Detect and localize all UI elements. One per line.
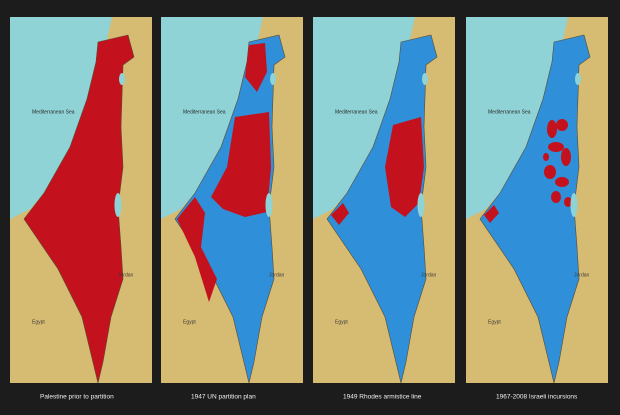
settlement-area — [544, 165, 556, 179]
panel-caption: 1949 Rhodes armistice line — [343, 394, 422, 401]
map-panel: Mediterranean Sea Egypt Jordan — [466, 17, 608, 384]
map-panel: Mediterranean Sea Egypt Jordan — [161, 17, 303, 384]
sea — [466, 17, 568, 219]
map-panel: Mediterranean Sea Egypt Jordan — [10, 17, 152, 384]
country-label: Egypt — [183, 319, 196, 325]
country-label: Egypt — [32, 319, 45, 325]
arab-area — [177, 197, 217, 302]
settlement-area — [561, 148, 571, 166]
sea-of-galilee — [422, 73, 428, 85]
sea-label: Mediterranean Sea — [488, 109, 531, 115]
settlement-area — [543, 153, 549, 161]
dead-sea — [114, 193, 122, 217]
west-bank — [385, 117, 424, 217]
country-label: Jordan — [118, 272, 134, 278]
settlement-area — [555, 177, 569, 187]
country-label: Egypt — [488, 319, 501, 325]
dead-sea — [417, 193, 425, 217]
arab-area — [211, 112, 271, 217]
settlement-area — [547, 120, 557, 138]
sea-of-galilee — [119, 73, 125, 85]
panel-caption: 1947 UN partition plan — [191, 394, 256, 401]
dead-sea — [265, 193, 273, 217]
country-label: Jordan — [574, 272, 590, 278]
sea — [313, 17, 415, 219]
panel-caption: Palestine prior to partition — [40, 394, 114, 401]
sea-label: Mediterranean Sea — [32, 109, 75, 115]
sea-label: Mediterranean Sea — [183, 109, 226, 115]
sea-of-galilee — [270, 73, 276, 85]
country-label: Jordan — [421, 272, 437, 278]
dead-sea — [570, 193, 578, 217]
gaza — [484, 205, 499, 223]
settlement-area — [548, 142, 564, 152]
settlement-area — [564, 197, 572, 207]
map-panel: Mediterranean Sea Egypt Jordan — [313, 17, 455, 384]
settlement-area — [556, 119, 568, 131]
gaza — [331, 203, 349, 225]
settlement-area — [551, 191, 561, 203]
panel-caption: 1967-2008 Israeli incursions — [496, 394, 578, 401]
country-label: Egypt — [335, 319, 348, 325]
sea-of-galilee — [575, 73, 581, 85]
sea-label: Mediterranean Sea — [335, 109, 378, 115]
sea — [161, 17, 263, 219]
country-label: Jordan — [269, 272, 285, 278]
sea — [10, 17, 112, 219]
arab-area — [245, 43, 267, 92]
